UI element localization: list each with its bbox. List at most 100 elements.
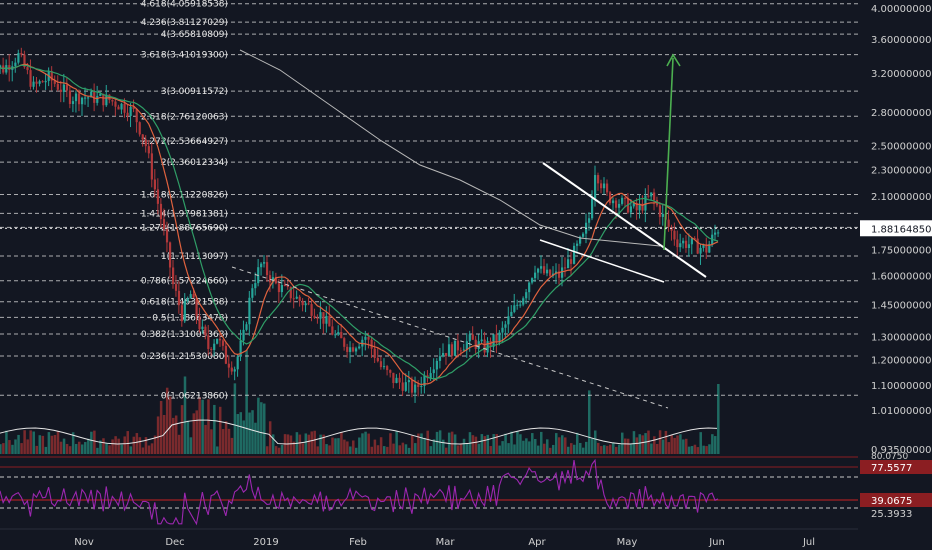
volume-bar bbox=[251, 410, 254, 454]
candle-body bbox=[513, 305, 516, 312]
volume-bar bbox=[528, 441, 531, 454]
volume-bar bbox=[195, 410, 198, 454]
candle-body bbox=[260, 263, 263, 268]
volume-bar bbox=[99, 440, 102, 454]
volume-bar bbox=[705, 446, 708, 454]
time-tick-label: Dec bbox=[165, 537, 184, 548]
volume-bar bbox=[207, 399, 210, 454]
candle-body bbox=[468, 334, 471, 342]
candle-body bbox=[172, 267, 175, 285]
volume-bar bbox=[644, 433, 647, 454]
rsi-top-label: 80.0750 bbox=[871, 452, 908, 462]
volume-bar bbox=[62, 438, 66, 454]
volume-bar bbox=[298, 434, 302, 454]
candle-body bbox=[398, 377, 401, 383]
candle-body bbox=[325, 315, 328, 324]
volume-bar bbox=[558, 437, 561, 454]
candle-body bbox=[114, 101, 117, 107]
wedge-upper-line bbox=[542, 162, 707, 278]
candle-body bbox=[420, 385, 423, 387]
volume-bar bbox=[331, 437, 334, 454]
volume-bar bbox=[213, 404, 216, 454]
fib-label: 4.618(4.05918538) bbox=[141, 0, 228, 10]
volume-bar bbox=[304, 433, 308, 454]
candle-body bbox=[331, 326, 334, 335]
candle-body bbox=[135, 109, 138, 123]
candle-body bbox=[414, 384, 417, 393]
fib-label: 1.272(1.88765690) bbox=[141, 223, 228, 233]
candle-body bbox=[450, 344, 454, 356]
volume-bar bbox=[379, 437, 383, 454]
candle-body bbox=[280, 285, 284, 293]
volume-bar bbox=[492, 434, 495, 454]
volume-bar bbox=[597, 442, 600, 454]
candle-body bbox=[561, 267, 564, 278]
volume-bar bbox=[367, 433, 370, 454]
candle-body bbox=[192, 294, 195, 298]
volume-bar bbox=[227, 428, 231, 454]
candle-body bbox=[576, 243, 579, 246]
candle-body bbox=[254, 283, 257, 289]
volume-bar bbox=[708, 444, 711, 454]
volume-bar bbox=[71, 432, 75, 454]
candle-body bbox=[316, 317, 319, 319]
candle-body bbox=[367, 336, 370, 340]
rsi-label-77: 77.5577 bbox=[871, 463, 912, 474]
volume-bar bbox=[301, 443, 305, 454]
volume-bar bbox=[35, 445, 38, 454]
candle-body bbox=[621, 197, 624, 204]
volume-bar bbox=[540, 431, 543, 454]
candle-body bbox=[283, 285, 286, 287]
candle-body bbox=[682, 240, 685, 244]
volume-bar bbox=[546, 439, 549, 454]
volume-bar bbox=[41, 435, 45, 454]
candle-body bbox=[213, 343, 216, 350]
candle-body bbox=[650, 192, 653, 197]
target-arrow-head bbox=[666, 53, 681, 67]
volume-bar bbox=[147, 445, 151, 454]
volume-bar bbox=[236, 414, 240, 454]
rsi-label-39: 39.0675 bbox=[871, 496, 912, 507]
price-tick-label: 2.50000000 bbox=[871, 141, 931, 152]
volume-bar bbox=[684, 438, 688, 454]
volume-bar bbox=[670, 435, 673, 454]
volume-bar bbox=[0, 444, 2, 454]
candle-body bbox=[245, 324, 248, 330]
candle-body bbox=[373, 348, 376, 358]
candle-body bbox=[204, 326, 207, 336]
volume-bar bbox=[522, 440, 525, 454]
volume-bar bbox=[501, 441, 504, 454]
candle-body bbox=[519, 304, 522, 306]
volume-bar bbox=[14, 439, 17, 454]
volume-bar bbox=[93, 430, 96, 454]
fib-label: 2(2.36012334) bbox=[161, 158, 228, 168]
candle-body bbox=[442, 353, 445, 357]
candle-body bbox=[20, 52, 23, 55]
volume-bar bbox=[576, 432, 579, 454]
candle-body bbox=[23, 54, 26, 68]
candle-body bbox=[227, 363, 230, 368]
volume-bar bbox=[50, 435, 54, 454]
volume-bar bbox=[711, 434, 714, 454]
candle-body bbox=[62, 84, 65, 92]
volume-bar bbox=[280, 444, 284, 454]
candle-body bbox=[404, 382, 407, 391]
candle-body bbox=[81, 97, 84, 105]
volume-bar bbox=[531, 433, 534, 454]
candle-body bbox=[84, 97, 87, 99]
volume-bar bbox=[495, 434, 498, 454]
volume-bar bbox=[210, 429, 213, 454]
candle-body bbox=[456, 340, 460, 351]
volume-bar bbox=[632, 431, 636, 454]
price-tick-label: 1.75000000 bbox=[871, 245, 931, 256]
candle-body bbox=[307, 303, 310, 305]
time-tick-label: Jun bbox=[708, 537, 725, 548]
candle-body bbox=[346, 346, 349, 352]
time-tick-label: May bbox=[617, 537, 638, 548]
candle-body bbox=[159, 203, 163, 220]
volume-bar bbox=[108, 445, 111, 454]
volume-bar bbox=[20, 443, 23, 454]
volume-bar bbox=[23, 430, 26, 454]
candle-body bbox=[417, 384, 420, 387]
candle-body bbox=[435, 360, 438, 370]
